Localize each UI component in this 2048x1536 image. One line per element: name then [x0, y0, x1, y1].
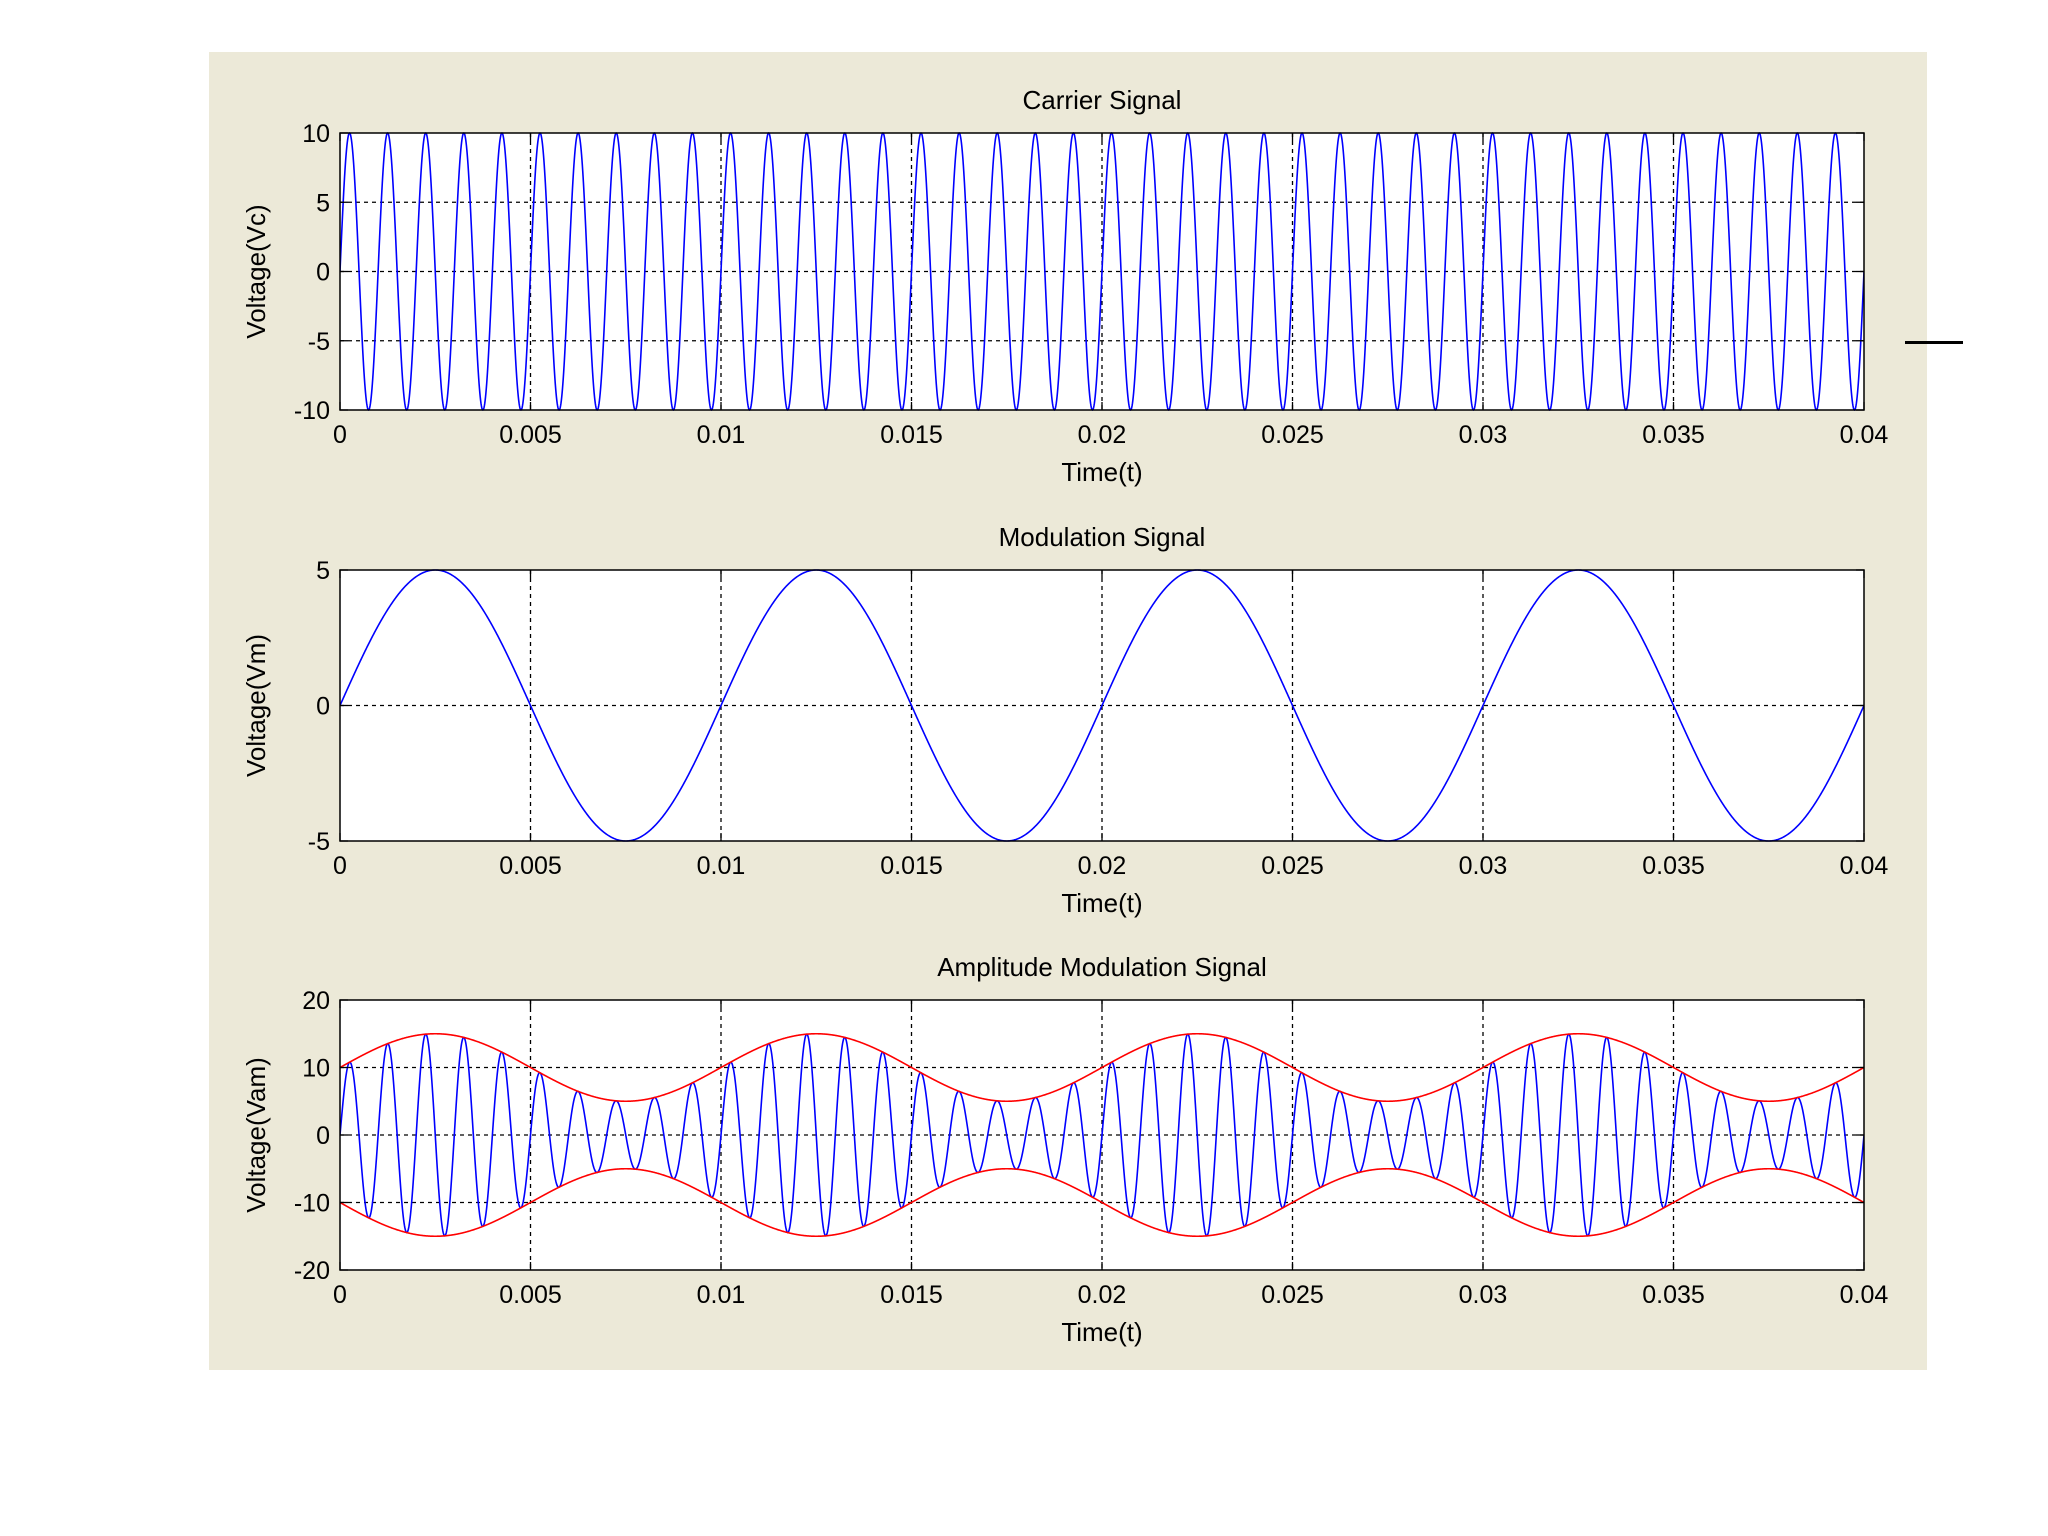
x-tick-label: 0.035 [1642, 421, 1705, 449]
x-tick-label: 0.035 [1642, 852, 1705, 880]
series-line-sine [340, 132, 1864, 411]
x-axis-label: Time(t) [1061, 1317, 1142, 1347]
x-tick-label: 0.005 [499, 421, 562, 449]
y-axis-label: Voltage(Vc) [241, 204, 271, 338]
x-tick-label: 0.025 [1261, 1281, 1324, 1309]
x-tick-label: 0.04 [1840, 852, 1889, 880]
y-tick-label: -20 [294, 1257, 330, 1285]
stray-line-mark [1905, 341, 1963, 344]
x-tick-label: 0.015 [880, 1281, 943, 1309]
y-tick-label: 0 [316, 1122, 330, 1150]
x-axis-label: Time(t) [1061, 888, 1142, 918]
x-tick-label: 0.03 [1459, 1281, 1508, 1309]
y-tick-label: 0 [316, 693, 330, 721]
x-tick-label: 0.015 [880, 852, 943, 880]
x-tick-label: 0.04 [1840, 421, 1889, 449]
series-line-sine [340, 569, 1864, 842]
x-tick-label: 0.01 [697, 421, 746, 449]
axes-title: Carrier Signal [1023, 85, 1182, 115]
y-tick-label: 20 [302, 987, 330, 1015]
y-tick-label: -5 [308, 828, 330, 856]
y-tick-label: -10 [294, 397, 330, 425]
series-line-am [340, 1033, 1864, 1237]
y-tick-label: -5 [308, 328, 330, 356]
y-axis-label: Voltage(Vam) [241, 1057, 271, 1213]
axes-3: 0 0.005 0.01 0.015 0.02 0.025 0.03 0.035 0.04 -20… [241, 952, 1888, 1347]
axes-2: 0 0.005 0.01 0.015 0.02 0.025 0.03 0.035 0.04-50… [241, 522, 1888, 918]
x-tick-label: 0.01 [697, 1281, 746, 1309]
x-tick-label: 0.02 [1078, 421, 1127, 449]
x-tick-label: 0 [333, 1281, 347, 1309]
x-tick-label: 0.03 [1459, 421, 1508, 449]
x-axis-label: Time(t) [1061, 457, 1142, 487]
series-line-envelope-lower [340, 1167, 1864, 1238]
x-tick-label: 0 [333, 852, 347, 880]
y-tick-label: 10 [302, 1055, 330, 1083]
x-tick-label: 0.015 [880, 421, 943, 449]
axes-1: 0 0.005 0.01 0.015 0.02 0.025 0.03 0.035 0.04 -10… [241, 85, 1888, 487]
x-tick-label: 0.02 [1078, 1281, 1127, 1309]
x-tick-label: 0.025 [1261, 421, 1324, 449]
x-tick-label: 0.04 [1840, 1281, 1889, 1309]
x-tick-label: 0.035 [1642, 1281, 1705, 1309]
y-tick-label: 0 [316, 259, 330, 287]
y-axis-label: Voltage(Vm) [241, 634, 271, 777]
x-tick-label: 0.01 [697, 852, 746, 880]
x-tick-label: 0.02 [1078, 852, 1127, 880]
axes-title: Modulation Signal [999, 522, 1206, 552]
series-line-envelope-upper [340, 1032, 1864, 1103]
y-tick-label: 10 [302, 120, 330, 148]
x-tick-label: 0 [333, 421, 347, 449]
x-tick-label: 0.03 [1459, 852, 1508, 880]
axes-title: Amplitude Modulation Signal [937, 952, 1267, 982]
y-tick-label: -10 [294, 1190, 330, 1218]
x-tick-label: 0.005 [499, 852, 562, 880]
x-tick-label: 0.025 [1261, 852, 1324, 880]
y-tick-label: 5 [316, 189, 330, 217]
x-tick-label: 0.005 [499, 1281, 562, 1309]
y-tick-label: 5 [316, 557, 330, 585]
